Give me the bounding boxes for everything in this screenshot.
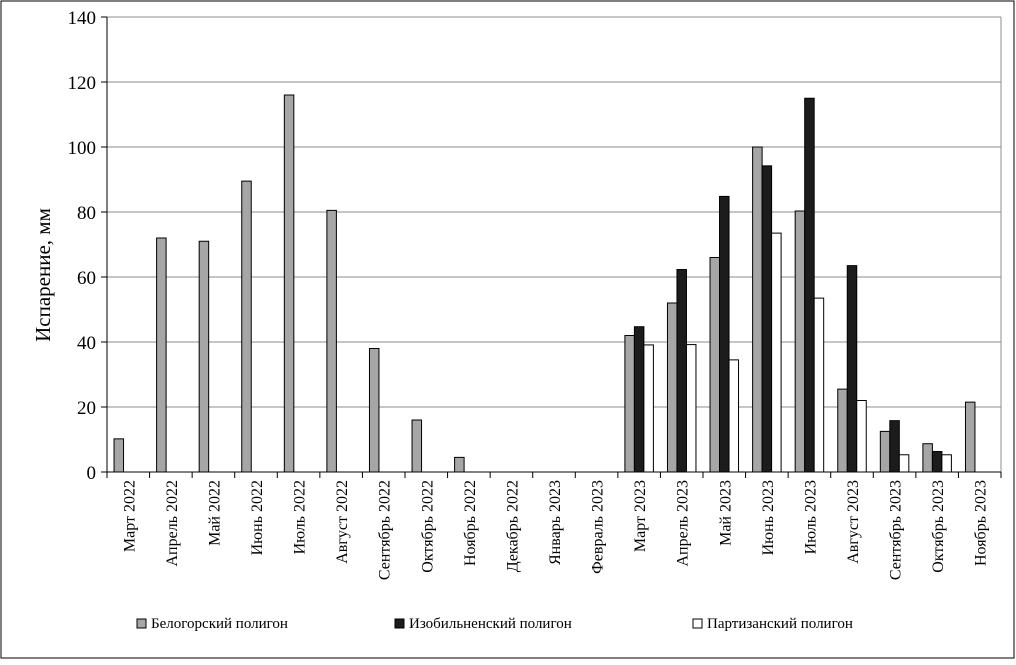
bar bbox=[846, 265, 858, 473]
bar bbox=[794, 210, 806, 473]
bar bbox=[113, 438, 125, 473]
bar bbox=[941, 454, 952, 473]
y-tick-label: 20 bbox=[77, 398, 96, 419]
y-tick-label: 0 bbox=[87, 463, 97, 484]
legend-swatch bbox=[394, 618, 405, 629]
bar bbox=[666, 302, 678, 473]
x-tick-label: Июнь 2023 bbox=[760, 480, 777, 555]
y-tick-label: 140 bbox=[68, 8, 97, 29]
bar bbox=[761, 165, 773, 473]
legend-label: Партизанский полигон bbox=[707, 616, 853, 632]
x-tick-label: Январь 2023 bbox=[547, 480, 564, 565]
legend: Белогорский полигон Изобильненский полиго… bbox=[136, 616, 853, 632]
y-tick-label: 100 bbox=[68, 138, 97, 159]
x-tick-label: Июнь 2022 bbox=[249, 480, 266, 555]
bar bbox=[771, 232, 782, 473]
bar bbox=[454, 456, 465, 473]
legend-label: Изобильненский полигон bbox=[409, 616, 572, 632]
x-tick-label: Сентябрь 2023 bbox=[888, 480, 905, 580]
x-tick-label: Май 2023 bbox=[717, 480, 734, 546]
bar bbox=[889, 420, 900, 473]
bar bbox=[898, 454, 910, 473]
y-axis-label: Испарение, мм bbox=[31, 208, 55, 342]
bar bbox=[685, 344, 697, 473]
x-tick-label: Октябрь 2022 bbox=[419, 480, 436, 573]
legend-swatch bbox=[136, 618, 147, 629]
y-tick-label: 40 bbox=[77, 333, 96, 354]
bar bbox=[624, 335, 635, 473]
bar bbox=[804, 97, 815, 473]
bar bbox=[411, 419, 423, 473]
x-tick-label: Июль 2023 bbox=[802, 480, 819, 554]
x-tick-label: Июль 2022 bbox=[292, 480, 309, 554]
bar bbox=[241, 180, 252, 473]
bar bbox=[964, 401, 976, 473]
x-tick-label: Май 2022 bbox=[206, 480, 223, 546]
y-tick-label: 60 bbox=[77, 268, 96, 289]
bar bbox=[633, 326, 645, 473]
bar bbox=[643, 344, 654, 473]
legend-label: Белогорский полигон bbox=[151, 616, 288, 632]
bar bbox=[931, 451, 943, 473]
x-tick-label: Ноябрь 2023 bbox=[973, 480, 990, 566]
x-tick-label: Декабрь 2022 bbox=[504, 480, 521, 572]
x-tick-label: Октябрь 2023 bbox=[930, 480, 947, 573]
y-tick-labels: 0 20 40 60 80 100 120 140 bbox=[68, 8, 97, 484]
bar bbox=[326, 209, 337, 473]
x-tick-label: Март 2023 bbox=[632, 480, 649, 552]
axes bbox=[101, 16, 1002, 478]
bar bbox=[283, 94, 295, 473]
x-tick-label: Март 2022 bbox=[121, 480, 138, 552]
y-tick-label: 120 bbox=[68, 73, 97, 94]
bar bbox=[856, 400, 867, 473]
y-tick-label: 80 bbox=[77, 203, 96, 224]
x-tick-label: Ноябрь 2022 bbox=[462, 480, 479, 566]
bar bbox=[676, 269, 687, 473]
bar bbox=[728, 359, 740, 473]
x-tick-label: Апрель 2022 bbox=[164, 480, 181, 567]
x-tick-label: Апрель 2023 bbox=[675, 480, 692, 567]
x-tick-labels: Март 2022 Апрель 2022 Май 2022 Июнь 2022 Июл… bbox=[121, 480, 989, 580]
bar bbox=[837, 388, 848, 473]
bar bbox=[198, 240, 210, 473]
bar bbox=[922, 443, 933, 473]
bar bbox=[752, 146, 763, 473]
x-tick-label: Сентябрь 2022 bbox=[377, 480, 394, 580]
bar bbox=[719, 195, 730, 473]
bar bbox=[156, 237, 167, 473]
x-tick-label: Август 2022 bbox=[334, 480, 351, 564]
x-tick-label: Февраль 2023 bbox=[590, 480, 607, 574]
bar bbox=[813, 297, 825, 473]
bars bbox=[113, 94, 976, 473]
bar bbox=[879, 430, 891, 473]
legend-swatch bbox=[692, 618, 703, 629]
bar bbox=[709, 257, 721, 473]
bar bbox=[368, 348, 380, 473]
x-tick-label: Август 2023 bbox=[845, 480, 862, 564]
